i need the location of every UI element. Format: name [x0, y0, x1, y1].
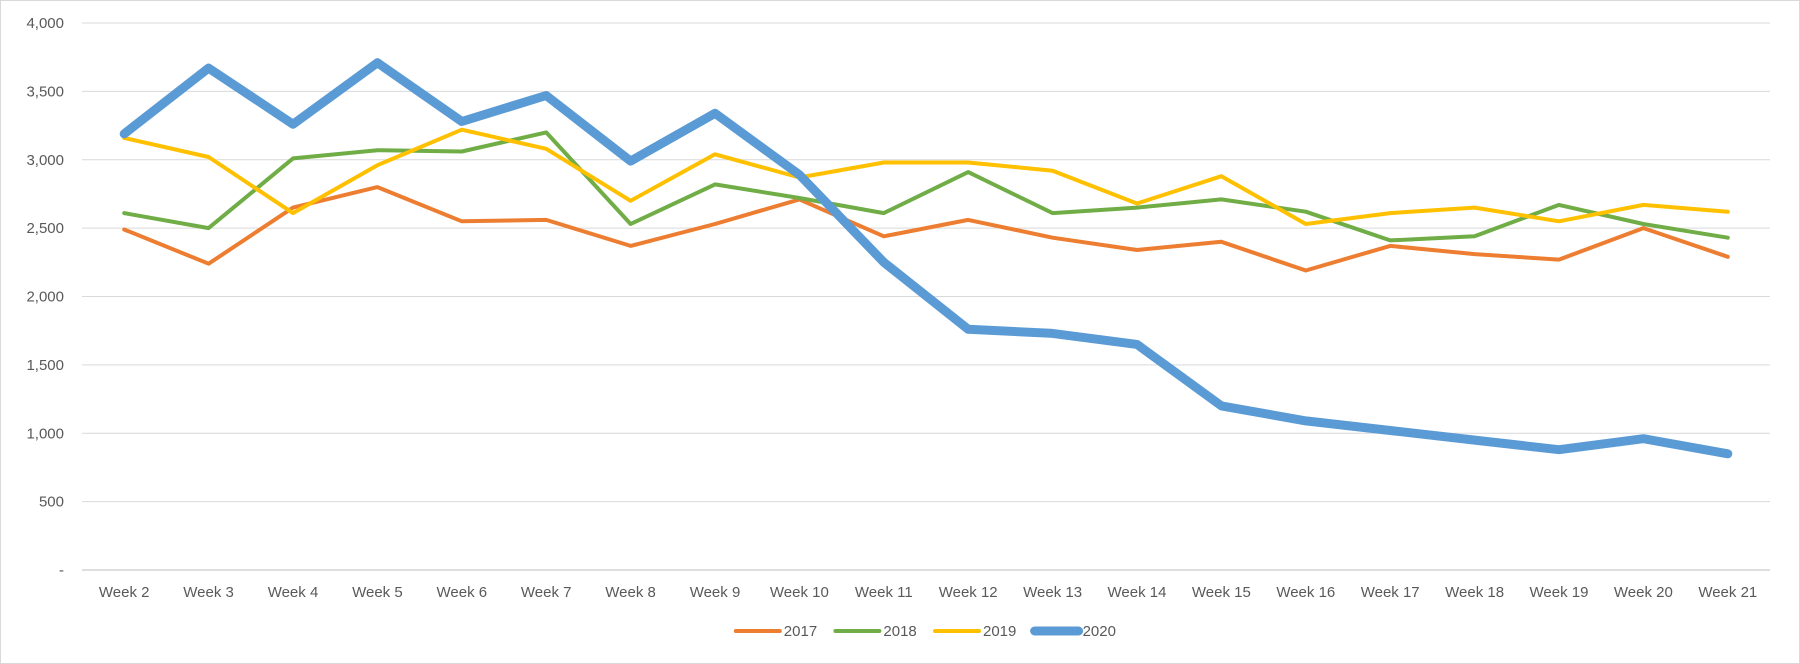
x-tick-label: Week 16 [1276, 584, 1335, 601]
x-tick-label: Week 14 [1108, 584, 1167, 601]
series-line-2018 [122, 130, 1730, 243]
y-tick-label: 1,500 [26, 357, 64, 374]
y-tick-label: 3,500 [26, 83, 64, 100]
x-tick-label: Week 15 [1192, 584, 1251, 601]
legend: 2017 2018 2019 2020 [733, 623, 1116, 640]
x-tick-label: Week 7 [521, 584, 572, 601]
x-tick-label: Week 4 [268, 584, 319, 601]
x-tick-label: Week 17 [1361, 584, 1420, 601]
y-tick-label: - [59, 562, 64, 579]
x-tick-label: Week 13 [1023, 584, 1082, 601]
x-tick-label: Week 10 [770, 584, 829, 601]
x-tick-label: Week 8 [605, 584, 656, 601]
x-tick-label: Week 20 [1614, 584, 1673, 601]
legend-label-2018: 2018 [883, 623, 916, 640]
series-line-2020 [119, 58, 1733, 459]
y-tick-label: 2,500 [26, 220, 64, 237]
x-tick-label: Week 6 [437, 584, 488, 601]
series-lines [119, 58, 1733, 459]
y-tick-label: 1,000 [26, 425, 64, 442]
x-tick-label: Week 21 [1698, 584, 1757, 601]
y-tick-label: 3,000 [26, 152, 64, 169]
x-axis-tick-labels: Week 2 Week 3 Week 4 Week 5 Week 6 Week 7 Week… [99, 584, 1757, 601]
x-tick-label: Week 2 [99, 584, 150, 601]
x-tick-label: Week 12 [939, 584, 998, 601]
x-tick-label: Week 19 [1530, 584, 1589, 601]
y-tick-label: 500 [39, 494, 64, 511]
legend-label-2020: 2020 [1083, 623, 1116, 640]
series-line-2017 [122, 185, 1730, 273]
x-tick-label: Week 9 [690, 584, 741, 601]
x-tick-label: Week 18 [1445, 584, 1504, 601]
legend-label-2019: 2019 [983, 623, 1016, 640]
series-line-2019 [122, 127, 1730, 226]
x-tick-label: Week 11 [855, 584, 913, 601]
y-axis-tick-labels: - 500 1,000 1,500 2,000 2,500 3,000 3,500 4,000 [26, 15, 64, 579]
x-tick-label: Week 3 [183, 584, 234, 601]
y-tick-label: 2,000 [26, 289, 64, 306]
legend-label-2017: 2017 [784, 623, 817, 640]
x-tick-label: Week 5 [352, 584, 403, 601]
y-tick-label: 4,000 [26, 15, 64, 32]
